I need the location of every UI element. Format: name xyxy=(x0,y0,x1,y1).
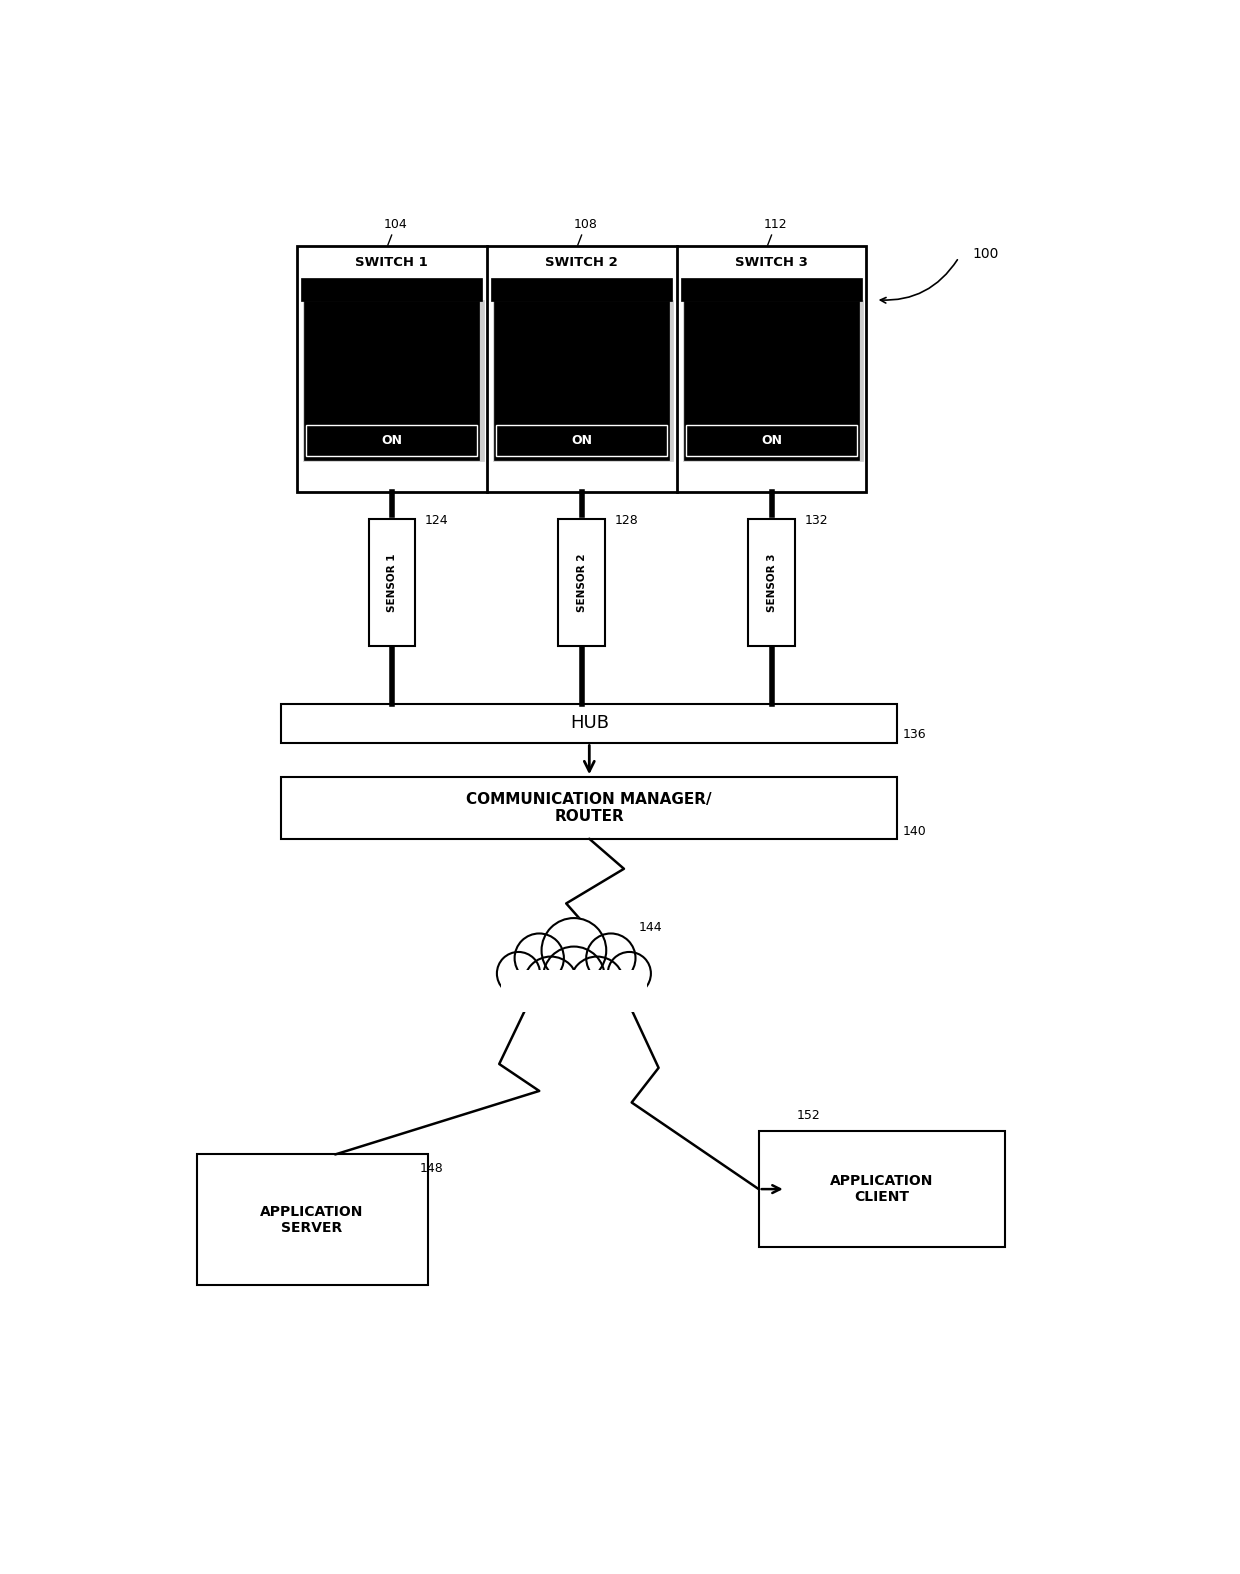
Text: ON: ON xyxy=(761,434,782,447)
Text: 152: 152 xyxy=(797,1110,821,1122)
Bar xyxy=(492,299,673,461)
Text: 108: 108 xyxy=(574,217,598,231)
Text: SENSOR 2: SENSOR 2 xyxy=(577,554,587,612)
Circle shape xyxy=(497,952,539,995)
Bar xyxy=(197,1154,428,1286)
Text: 132: 132 xyxy=(805,515,828,527)
Text: 104: 104 xyxy=(383,217,408,231)
Bar xyxy=(558,519,605,647)
Bar xyxy=(684,301,859,460)
Bar xyxy=(281,704,898,743)
Bar xyxy=(496,425,667,456)
Text: SENSOR 3: SENSOR 3 xyxy=(766,554,776,612)
Text: 140: 140 xyxy=(903,825,926,837)
Text: 128: 128 xyxy=(614,515,639,527)
Bar xyxy=(304,301,479,460)
Text: SWITCH 1: SWITCH 1 xyxy=(356,257,428,269)
Bar xyxy=(303,299,484,461)
Bar xyxy=(281,778,898,839)
Text: COMMUNICATION MANAGER/
ROUTER: COMMUNICATION MANAGER/ ROUTER xyxy=(466,792,712,825)
Bar xyxy=(683,299,863,461)
Text: APPLICATION
SERVER: APPLICATION SERVER xyxy=(260,1204,363,1236)
Text: ON: ON xyxy=(381,434,402,447)
Text: 148: 148 xyxy=(419,1162,444,1174)
Bar xyxy=(681,279,862,301)
Text: 112: 112 xyxy=(764,217,787,231)
Text: 124: 124 xyxy=(424,515,448,527)
Text: SWITCH 3: SWITCH 3 xyxy=(735,257,808,269)
Bar xyxy=(368,519,414,647)
Bar xyxy=(306,425,477,456)
Text: HUB: HUB xyxy=(570,715,609,732)
Circle shape xyxy=(543,946,605,1009)
Text: ON: ON xyxy=(572,434,591,447)
Bar xyxy=(491,279,672,301)
Text: 136: 136 xyxy=(903,729,926,741)
Circle shape xyxy=(587,933,635,982)
Text: 100: 100 xyxy=(972,247,999,261)
Circle shape xyxy=(515,933,564,982)
Bar xyxy=(749,519,795,647)
Bar xyxy=(301,279,482,301)
Circle shape xyxy=(542,918,606,982)
Bar xyxy=(759,1132,1006,1247)
Bar xyxy=(686,425,857,456)
Text: SENSOR 1: SENSOR 1 xyxy=(387,554,397,612)
Text: SWITCH 2: SWITCH 2 xyxy=(546,257,618,269)
Circle shape xyxy=(608,952,651,995)
Circle shape xyxy=(523,957,578,1011)
Text: APPLICATION
CLIENT: APPLICATION CLIENT xyxy=(831,1174,934,1204)
Bar xyxy=(501,970,647,1012)
Bar xyxy=(495,301,668,460)
Text: 144: 144 xyxy=(639,921,662,933)
Circle shape xyxy=(570,957,624,1011)
Bar xyxy=(296,246,867,493)
